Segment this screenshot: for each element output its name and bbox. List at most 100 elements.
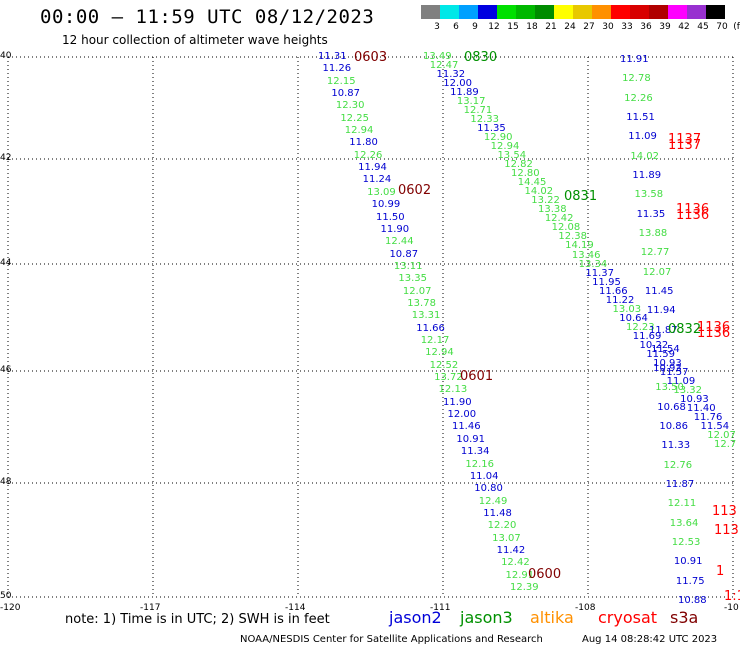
colorbar-tick-label: 39 xyxy=(659,22,671,32)
wave-height-value: 13.34 xyxy=(578,258,608,270)
colorbar-tick-label: 33 xyxy=(621,22,633,32)
wave-height-value: 10.87 xyxy=(389,248,419,260)
wave-height-value: 12.23 xyxy=(626,321,655,333)
wave-height-value: 10.93 xyxy=(680,393,709,405)
colorbar-cell xyxy=(573,5,592,19)
wave-height-value: 13.72 xyxy=(434,372,463,384)
wave-height-value: 12.07 xyxy=(642,266,672,278)
wave-height-value: 11.09 xyxy=(628,131,657,143)
lon-label: -108 xyxy=(575,603,596,613)
wave-height-value: 12.78 xyxy=(622,73,651,85)
wave-height-value: 12.11 xyxy=(667,498,697,510)
legend-altika: altika xyxy=(530,608,574,627)
wave-height-value: 12.82 xyxy=(504,159,533,171)
pass-time-label: 0600 xyxy=(528,567,562,582)
lat-label: 40 xyxy=(0,51,12,61)
colorbar-cell xyxy=(630,5,649,19)
wave-height-value: 12.80 xyxy=(510,168,540,180)
wave-height-value: 11.45 xyxy=(644,285,674,297)
colorbar-cell xyxy=(592,5,611,19)
wave-height-value: 13.31 xyxy=(411,310,441,322)
wave-height-value: 12.47 xyxy=(429,60,459,72)
lat-label: 42 xyxy=(0,153,12,163)
colorbar-tick-label: 36 xyxy=(640,22,652,32)
wave-height-value: 11.59 xyxy=(646,348,675,360)
wave-height-value: 11.04 xyxy=(469,470,499,482)
legend-jason2: jason2 xyxy=(389,608,442,627)
wave-height-value: 11.33 xyxy=(661,440,691,452)
wave-height-value: 12.39 xyxy=(510,582,539,593)
wave-height-value: 11.37 xyxy=(585,267,615,279)
wave-height-value: 11.66 xyxy=(416,322,445,334)
wave-height-value: 12.16 xyxy=(465,458,494,470)
wave-height-value: 13.07 xyxy=(492,532,521,544)
lat-lon-grid xyxy=(7,56,734,598)
wave-height-value: 13.03 xyxy=(612,303,642,315)
wave-height-value: 12.52 xyxy=(429,359,459,371)
colorbar-cell xyxy=(478,5,497,19)
lon-label: -117 xyxy=(140,603,161,613)
colorbar-cell xyxy=(516,5,535,19)
pass-time-label: 0832 xyxy=(668,322,702,337)
wave-height-value: 11.94 xyxy=(646,305,676,317)
colorbar-cell xyxy=(554,5,573,19)
pass-time-label: 0601 xyxy=(460,369,494,384)
pass-time-label: 1:1 xyxy=(724,589,740,604)
wave-height-value: 11.75 xyxy=(675,575,705,587)
wave-height-value: 10.91 xyxy=(456,433,486,445)
colorbar-cell xyxy=(459,5,478,19)
colorbar-tick-label: 12 xyxy=(488,22,500,32)
wave-height-value: 11.91 xyxy=(620,54,649,65)
footnote: note: 1) Time is in UTC; 2) SWH is in fe… xyxy=(65,612,330,627)
wave-height-value: 12.26 xyxy=(624,92,653,104)
colorbar-cell xyxy=(668,5,687,19)
wave-height-value: 12.00 xyxy=(443,78,472,90)
wave-height-value: 11.57 xyxy=(659,366,689,378)
wave-height-value: 12.71 xyxy=(463,105,493,117)
wave-height-value: 11.40 xyxy=(686,402,716,414)
wave-height-value: 11.32 xyxy=(436,69,466,81)
wave-height-value: 12.91 xyxy=(505,569,535,581)
legend-jason3: jason3 xyxy=(460,608,513,627)
legend-cryosat: cryosat xyxy=(598,608,658,627)
wave-height-value: 10.99 xyxy=(371,199,401,211)
wave-height-value: 10.22 xyxy=(639,339,669,351)
wave-height-value: 11.90 xyxy=(443,396,472,408)
wave-height-value: 13.17 xyxy=(456,96,486,108)
wave-height-value: 13.58 xyxy=(634,189,664,201)
colorbar-cell xyxy=(535,5,554,19)
wave-height-value: 12.94 xyxy=(490,141,520,153)
colorbar-tick-label: 70 xyxy=(716,22,728,32)
wave-height-value: 12.90 xyxy=(483,132,513,144)
wave-height-value: 12.07 xyxy=(707,429,736,441)
wave-height-value: 10.68 xyxy=(657,401,686,413)
timestamp: Aug 14 08:28:42 UTC 2023 xyxy=(582,634,718,645)
wave-height-value: 12.94 xyxy=(425,347,454,359)
wave-height-value: 12.7 xyxy=(714,439,737,450)
wave-height-value: 14.19 xyxy=(565,240,594,252)
lon-label: -120 xyxy=(0,603,21,613)
wave-height-value: 11.09 xyxy=(666,375,696,387)
colorbar-cell xyxy=(497,5,516,19)
pass-time-label: 1137 xyxy=(668,132,702,147)
colorbar-cell xyxy=(611,5,630,19)
wave-height-value: 11.76 xyxy=(693,411,723,423)
wave-height-value: 11.22 xyxy=(605,294,635,306)
colorbar-cell xyxy=(421,5,440,19)
wave-height-value: 12.53 xyxy=(671,537,701,549)
wave-height-value: 13.50 xyxy=(655,382,684,394)
wave-height-value: 11.89 xyxy=(450,87,479,99)
wave-height-value: 11.54 xyxy=(651,343,680,355)
wave-height-value: 12.25 xyxy=(340,112,369,124)
colorbar-tick-label: 21 xyxy=(545,22,557,32)
pass-time-label: 0603 xyxy=(354,50,388,65)
wave-height-value: 10.80 xyxy=(474,483,503,495)
wave-height-value: 12.94 xyxy=(344,125,374,137)
pass-time-label: 1136 xyxy=(676,202,710,217)
pass-time-label: 1 xyxy=(716,564,725,579)
page-subtitle: 12 hour collection of altimeter wave hei… xyxy=(62,33,328,47)
wave-height-value: 12.08 xyxy=(551,222,581,234)
wave-height-value: 14.45 xyxy=(517,177,547,189)
wave-height-value: 11.50 xyxy=(376,211,405,223)
